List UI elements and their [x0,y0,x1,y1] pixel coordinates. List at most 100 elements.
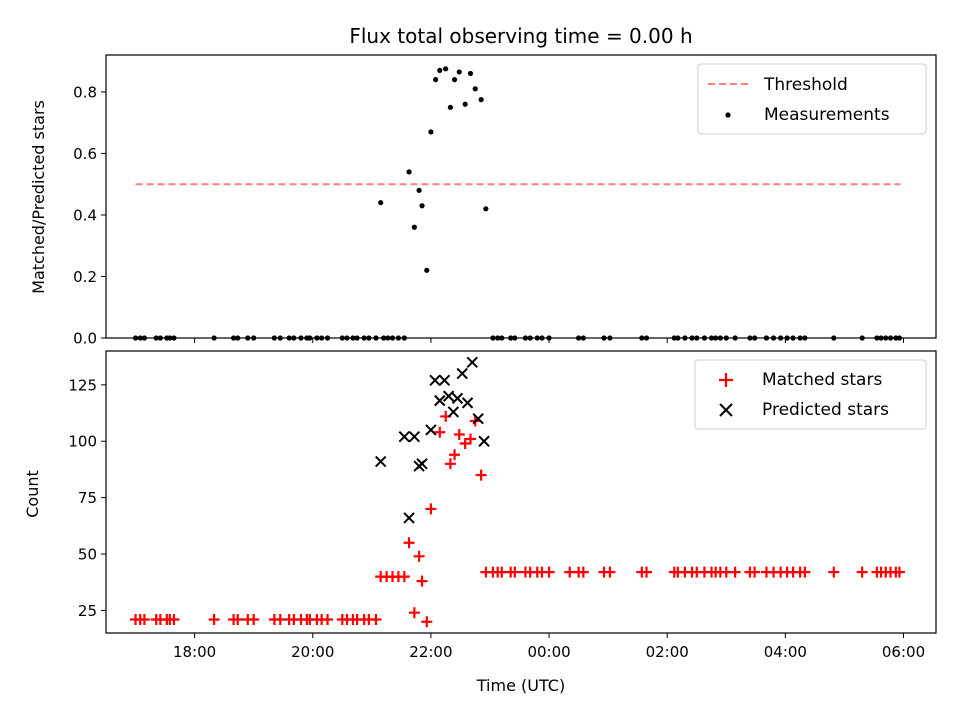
predicted-star-point [438,374,451,387]
top-y-tick-label: 0.4 [73,206,97,224]
measurement-point [251,335,257,341]
measurement-point [723,335,729,341]
measurement-point [878,335,884,341]
measurement-point [411,224,417,230]
matched-star-point [322,613,334,625]
matched-star-point [453,428,465,440]
matched-star-point [475,469,487,481]
x-tick-label: 22:00 [409,643,452,661]
measurement-point [508,335,514,341]
matched-star-point [856,566,868,578]
measurement-point [522,335,529,341]
measurement-point [395,335,402,341]
predicted-stars-points [374,356,490,524]
x-axis-label: Time (UTC) [476,676,565,695]
bottom-x-ticks: 18:00 20:00 22:00 00:00 02:00 04:00 06:00 [173,633,925,661]
measurement-point [298,335,304,341]
predicted-star-point [447,406,460,418]
measurement-point [291,335,297,341]
matched-star-point [444,458,456,470]
measurement-point [689,335,695,341]
measurement-point [447,104,454,110]
measurement-point [784,335,790,341]
bottom-axes-frame [105,350,937,634]
x-tick-label: 18:00 [173,643,216,661]
predicted-star-point [403,512,415,524]
measurement-point [883,335,889,341]
measurement-point [802,335,808,341]
measurement-point [167,335,173,341]
measurement-point [580,335,586,341]
measurement-point [137,335,143,341]
matched-star-point [425,503,437,515]
measurement-point [419,203,425,209]
measurement-point [231,335,237,341]
measurement-point [286,335,292,341]
measurement-point [245,335,251,341]
measurement-point [539,335,545,341]
measurement-point [211,335,217,341]
measurement-point [443,66,449,72]
matched-star-point [208,613,220,625]
top-panel: Matched/Predicted stars 0.00.20.40.60.8 … [29,54,937,348]
measurement-point [401,335,407,341]
matched-star-point [408,607,420,619]
measurement-point [694,335,700,341]
measurement-point [314,335,320,341]
measurement-point [601,335,607,341]
figure-title: Flux total observing time = 0.00 h [349,24,692,48]
matched-star-point [434,426,446,438]
legend-predicted-label: Predicted stars [762,400,889,420]
measurement-point [675,335,681,341]
x-tick-label: 04:00 [764,643,807,661]
predicted-star-point [472,412,484,425]
top-y-tick-label: 0.8 [73,83,97,101]
top-legend-box [697,63,927,135]
measurement-point [607,335,613,341]
measurement-point [639,335,645,341]
matched-star-point [604,566,616,578]
legend-matched-swatch [719,373,733,387]
legend-measurements-swatch [725,112,731,118]
matched-star-point [421,616,433,628]
measurement-point [797,335,803,341]
top-y-axis-label: Matched/Predicted stars [29,100,48,294]
measurement-point [424,267,430,273]
measurement-point [778,335,784,341]
matched-stars-points [130,410,905,628]
measurement-point [271,335,277,341]
predicted-star-point [434,394,446,407]
matched-star-point [577,566,589,578]
measurement-point [451,77,458,83]
bottom-y-tick-label: 125 [68,376,97,394]
measurement-point [831,335,837,341]
x-tick-label: 00:00 [527,643,570,661]
measurement-point [859,335,865,341]
measurement-point [381,335,387,341]
matched-star-point [543,566,555,578]
matched-star-point [828,566,840,578]
measurement-point [428,129,434,135]
measurement-point [456,69,462,75]
predicted-star-point [466,356,478,368]
measurement-point [874,335,880,341]
predicted-star-point [456,367,468,380]
measurement-point [717,335,723,341]
bottom-legend: Matched stars Predicted stars [694,359,927,430]
matched-star-point [248,613,260,625]
measurement-point [153,335,159,341]
predicted-star-point [374,455,387,468]
matched-star-point [413,550,425,562]
predicted-star-point [425,424,437,436]
predicted-star-point [416,458,428,470]
top-y-tick-label: 0.6 [73,145,97,163]
measurement-point [433,77,439,83]
measurement-point [171,335,177,341]
measurement-point [643,335,650,341]
measurement-point [490,335,496,341]
measurement-point [708,335,715,341]
predicted-star-point [442,390,455,402]
matched-star-point [416,575,428,587]
measurement-point [682,335,688,341]
